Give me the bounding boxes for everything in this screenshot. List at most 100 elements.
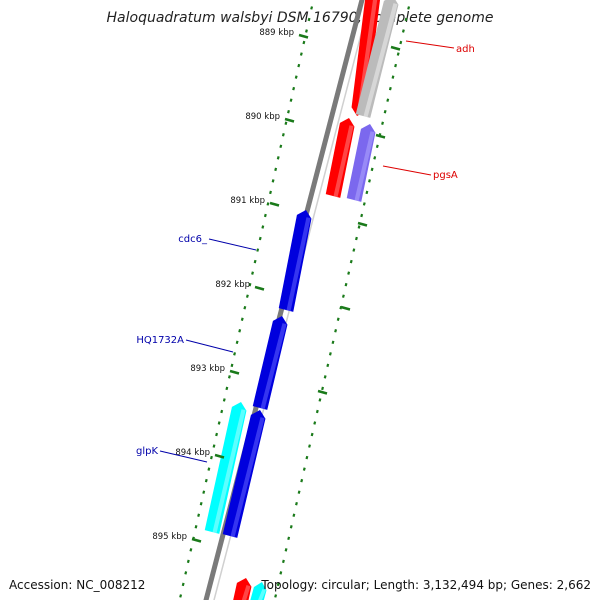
ruler-dot-right	[352, 248, 356, 252]
gene-label-leader	[405, 40, 455, 49]
tick-mark	[298, 33, 309, 39]
ruler-dot-left	[258, 236, 262, 241]
ruler-dot-right	[279, 571, 283, 575]
ruler-dot-left	[253, 259, 257, 264]
ruler-dot-left	[274, 167, 278, 172]
ruler-dot-left	[263, 213, 267, 218]
ruler-dot-left	[305, 29, 308, 33]
tick-label: 892 kbp	[215, 280, 250, 290]
ruler-dot-left	[225, 386, 229, 391]
ruler-dot-left	[230, 363, 234, 368]
ruler-dot-left	[284, 121, 288, 125]
ruler-dot-right	[347, 271, 351, 275]
ruler-dot-right	[323, 375, 327, 379]
ruler-dot-right	[373, 156, 377, 160]
ruler-dot-right	[281, 559, 285, 564]
ruler-dot-right	[370, 167, 374, 172]
ruler-dot-right	[318, 398, 322, 402]
ruler-dot-right	[368, 179, 371, 183]
ruler-dot-right	[313, 421, 317, 425]
ruler-dot-right	[328, 352, 332, 356]
accession-text: Accession: NC_008212	[9, 578, 146, 592]
ruler-dot-left	[243, 305, 247, 310]
genome-title: Haloquadratum walsbyi DSM 16790, complet…	[106, 10, 494, 26]
gene-arrow-purple-pgsA-shade	[354, 131, 375, 202]
gene-label-leader	[382, 165, 432, 176]
ruler-dot-left	[279, 144, 283, 149]
ruler-dot-right	[383, 109, 387, 114]
ruler-dot-right	[308, 444, 311, 448]
ruler-dot-left	[269, 190, 272, 195]
ruler-dot-left	[220, 409, 224, 414]
ruler-dot-right	[362, 202, 366, 206]
tick-mark	[269, 201, 280, 207]
tick-mark-right	[390, 45, 401, 51]
ruler-dot-right	[394, 63, 398, 68]
ruler-dot-left	[281, 133, 285, 137]
ruler-dot-right	[381, 121, 384, 125]
gene-label-adh: adh	[456, 44, 475, 55]
ruler-dot-right	[284, 548, 288, 552]
ruler-dot-left	[240, 317, 244, 321]
gene-arrow-blue-cdc6-shade	[286, 217, 311, 312]
ruler-dot-right	[326, 363, 330, 368]
ruler-dot-right	[302, 467, 306, 471]
ruler-dot-left	[266, 202, 270, 206]
gene-labels: adh pgsA cdc6_ HQ1732A glpK	[136, 40, 475, 463]
tick-mark-right	[340, 305, 351, 311]
tick-mark	[254, 285, 265, 291]
ruler-dot-right	[305, 455, 309, 460]
ruler-dot-left	[212, 444, 216, 448]
tick-mark	[229, 369, 240, 375]
ruler-dot-right	[289, 525, 293, 529]
ruler-dot-left	[251, 271, 254, 275]
ruler-dot-left	[297, 63, 301, 68]
ruler-dot-right	[391, 75, 395, 79]
ruler-dot-right	[396, 52, 400, 56]
gene-arrow-red-2-shade	[333, 125, 354, 198]
ruler-dot-left	[204, 478, 208, 483]
ruler-dot-left	[235, 340, 239, 345]
gene-features	[204, 0, 399, 600]
ruler-dot-right	[315, 409, 319, 414]
ruler-dot-right	[407, 6, 411, 10]
ruler-dot-right	[310, 432, 314, 437]
gene-arrow-red-3-shade	[241, 585, 251, 600]
ruler-dot-right	[336, 317, 340, 321]
ruler-dot-right	[344, 282, 348, 287]
ruler-dot-right	[276, 582, 280, 587]
ruler-dot-left	[302, 40, 306, 45]
gene-arrow-cyan-2-shade	[258, 588, 266, 600]
ruler-dot-left	[202, 490, 206, 494]
tick-label: 893 kbp	[190, 364, 225, 374]
ruler-dot-right	[386, 98, 390, 102]
ruler-dot-left	[238, 329, 242, 333]
ruler-dot-left	[207, 467, 211, 471]
ruler-dot-left	[292, 86, 296, 91]
ruler-dot-left	[287, 109, 290, 114]
ruler-dot-left	[289, 98, 293, 102]
ruler-dot-left	[222, 398, 226, 402]
ruler-dot-left	[307, 17, 311, 22]
tick-label: 895 kbp	[152, 532, 187, 542]
ruler-dot-left	[271, 179, 275, 183]
ruler-dot-left	[184, 571, 188, 575]
ruler-dot-left	[261, 225, 265, 229]
tick-mark-right	[375, 133, 386, 139]
ruler-dot-right	[295, 501, 298, 506]
ruler-dot-left	[227, 375, 231, 379]
ruler-dot-right	[297, 490, 301, 494]
ruler-dot-right	[331, 340, 335, 345]
ruler-dot-left	[256, 248, 260, 252]
ruler-dot-left	[181, 582, 185, 587]
ruler-dot-right	[321, 386, 325, 391]
ruler-dot-right	[401, 29, 405, 33]
ruler-dot-right	[292, 513, 296, 517]
tick-label: 894 kbp	[175, 448, 210, 458]
tick-label: 889 kbp	[259, 28, 294, 38]
ruler-dot-right	[334, 329, 338, 333]
gene-label-leader	[185, 339, 234, 353]
ruler-dots	[179, 6, 411, 598]
